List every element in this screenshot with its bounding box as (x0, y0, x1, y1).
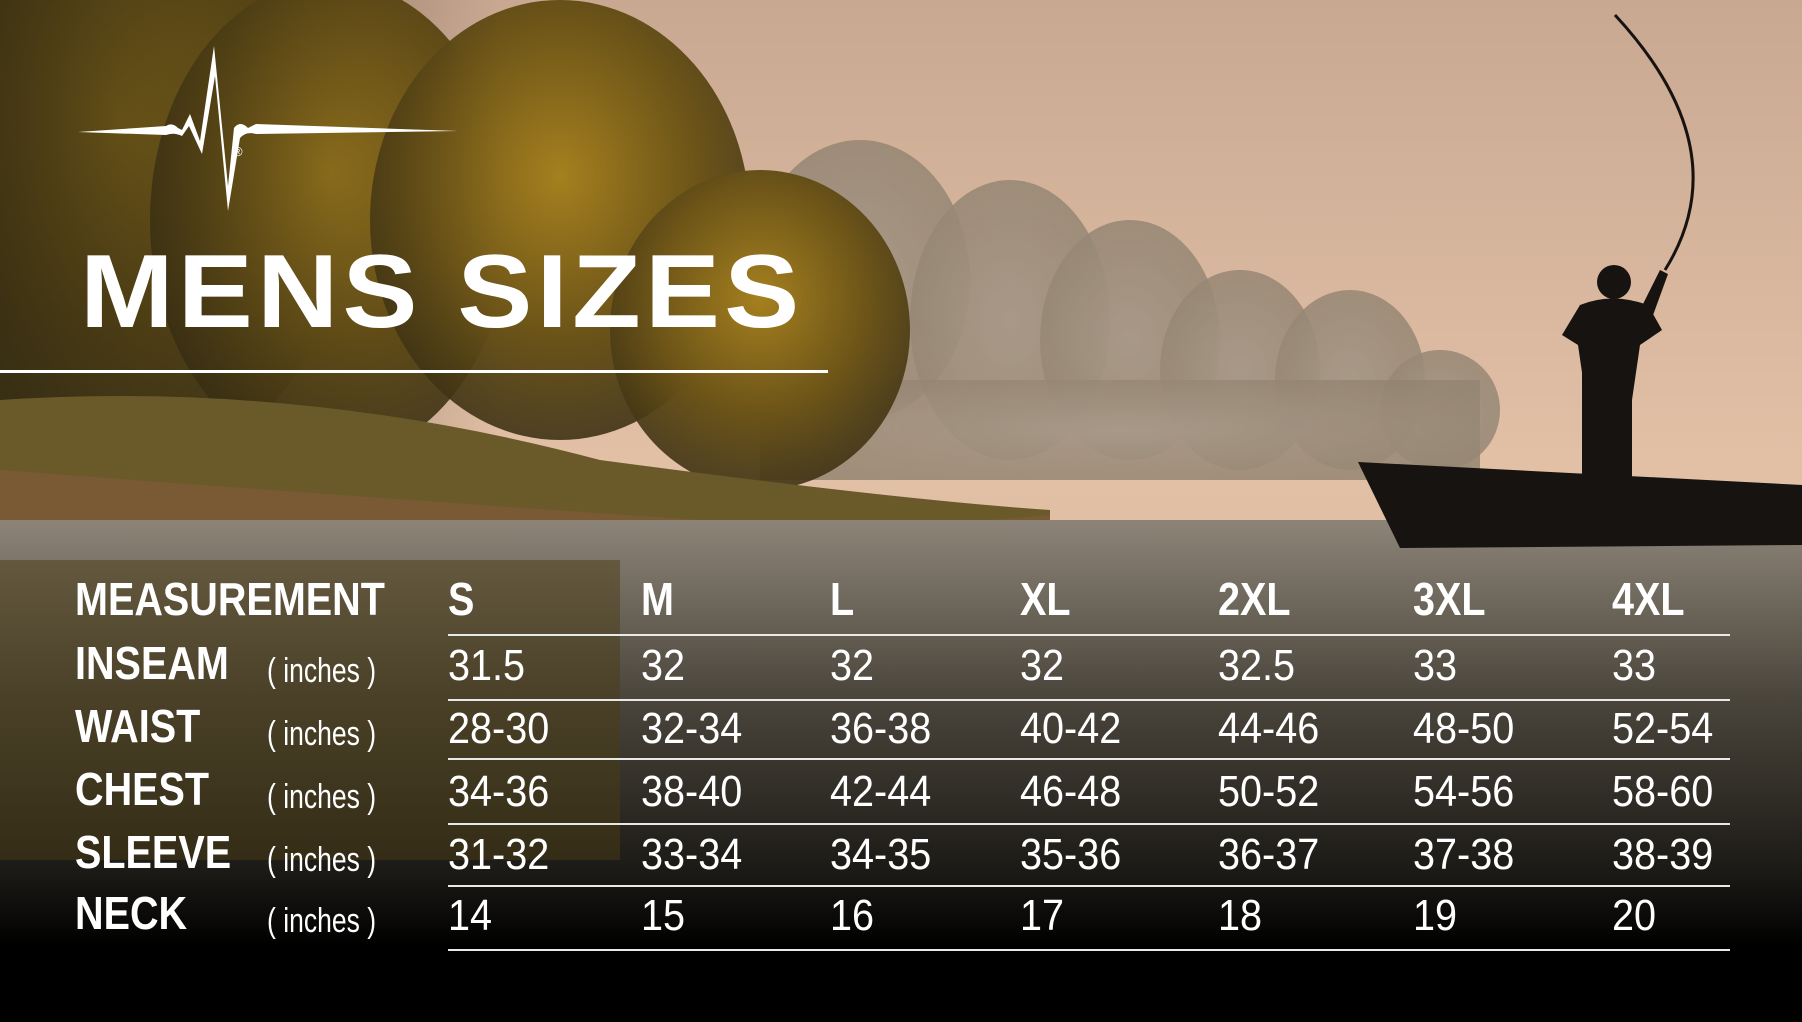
row-unit: ( inches ) (267, 778, 377, 816)
size-value: 50-52 (1218, 767, 1320, 816)
heartbeat-logo-icon: ® (78, 46, 458, 211)
size-value: 28-30 (448, 704, 550, 753)
size-value: 18 (1218, 891, 1263, 940)
row-unit: ( inches ) (267, 652, 377, 690)
size-header: 4XL (1612, 573, 1685, 625)
size-value: 44-46 (1218, 704, 1320, 753)
page-title: MENS SIZES (80, 234, 804, 350)
size-value: 35-36 (1020, 830, 1122, 879)
size-value: 14 (448, 891, 493, 940)
size-value: 32 (1020, 641, 1065, 690)
row-label: INSEAM (75, 637, 229, 689)
size-value: 34-36 (448, 767, 550, 816)
size-value: 36-37 (1218, 830, 1320, 879)
size-value: 42-44 (830, 767, 932, 816)
size-value: 31-32 (448, 830, 550, 879)
size-header: 2XL (1218, 573, 1291, 625)
row-label: WAIST (75, 700, 201, 752)
row-divider (448, 949, 1730, 951)
size-header: XL (1020, 573, 1071, 625)
size-value: 33 (1413, 641, 1458, 690)
fisherman-silhouette (1358, 265, 1802, 548)
size-value: 36-38 (830, 704, 932, 753)
size-value: 54-56 (1413, 767, 1515, 816)
row-unit: ( inches ) (267, 902, 377, 940)
size-value: 38-40 (641, 767, 743, 816)
size-value: 34-35 (830, 830, 932, 879)
size-value: 31.5 (448, 641, 526, 690)
size-value: 20 (1612, 891, 1657, 940)
row-divider (448, 758, 1730, 760)
size-value: 33 (1612, 641, 1657, 690)
row-label: CHEST (75, 763, 210, 815)
row-unit: ( inches ) (267, 715, 377, 753)
size-header: L (830, 573, 855, 625)
size-value: 32-34 (641, 704, 743, 753)
size-header: S (448, 573, 475, 625)
row-divider (448, 885, 1730, 887)
row-label: SLEEVE (75, 826, 232, 878)
size-header: 3XL (1413, 573, 1486, 625)
row-label: NECK (75, 887, 188, 939)
registered-mark: ® (233, 144, 243, 159)
size-value: 37-38 (1413, 830, 1515, 879)
size-value: 32 (641, 641, 686, 690)
title-underline (0, 370, 828, 373)
size-value: 33-34 (641, 830, 743, 879)
size-value: 48-50 (1413, 704, 1515, 753)
row-unit: ( inches ) (267, 841, 377, 879)
size-value: 17 (1020, 891, 1065, 940)
size-value: 46-48 (1020, 767, 1122, 816)
size-value: 15 (641, 891, 686, 940)
size-value: 32.5 (1218, 641, 1296, 690)
size-value: 19 (1413, 891, 1458, 940)
size-value: 16 (830, 891, 875, 940)
size-value: 52-54 (1612, 704, 1714, 753)
row-divider (448, 699, 1730, 701)
size-value: 40-42 (1020, 704, 1122, 753)
size-value: 58-60 (1612, 767, 1714, 816)
row-divider (448, 634, 1730, 636)
measurement-header: MEASUREMENT (75, 573, 385, 625)
size-value: 32 (830, 641, 875, 690)
size-header: M (641, 573, 674, 625)
size-value: 38-39 (1612, 830, 1714, 879)
row-divider (448, 823, 1730, 825)
